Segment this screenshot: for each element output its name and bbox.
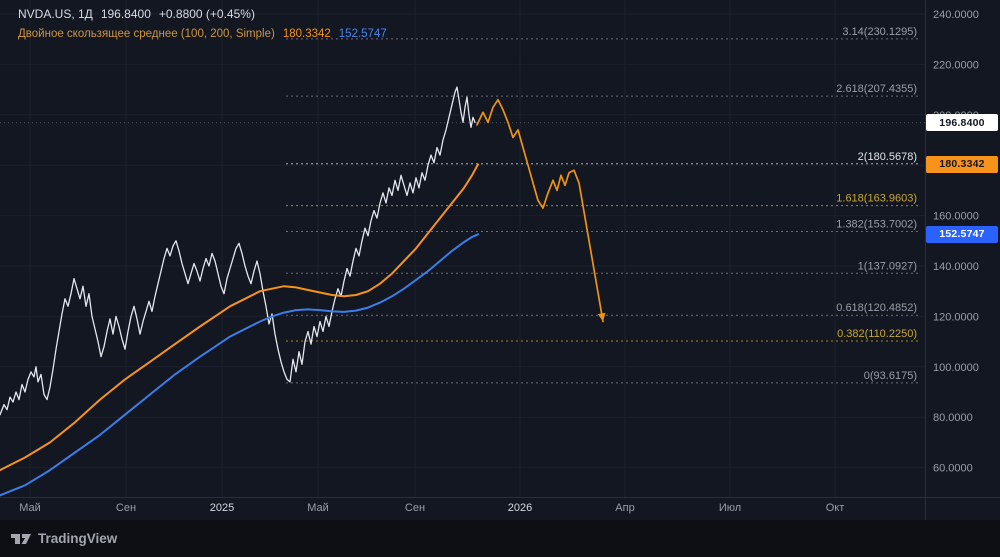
y-axis-tick-label: 220.0000 bbox=[933, 59, 979, 71]
fib-level-label: 1(137.0927) bbox=[858, 260, 917, 272]
last-price-value: 196.8400 bbox=[100, 7, 151, 21]
symbol-legend-row: NVDA.US, 1Д 196.8400 +0.8800 (+0.45%) bbox=[18, 7, 387, 28]
fib-level-label: 2.618(207.4355) bbox=[836, 83, 917, 95]
fib-level-label: 0(93.6175) bbox=[864, 370, 917, 382]
brand-name: TradingView bbox=[38, 531, 118, 546]
tradingview-logo-link[interactable]: TradingView bbox=[10, 531, 117, 547]
indicator-title[interactable]: Двойное скользящее среднее (100, 200, Si… bbox=[18, 28, 275, 40]
chart-canvas[interactable]: 3.14(230.1295) 2.618(207.4355) 2(180.5678)… bbox=[0, 0, 1000, 520]
footer-bar: TradingView bbox=[0, 520, 1000, 557]
ma200-legend-value: 152.5747 bbox=[338, 28, 387, 40]
fib-level-label: 2(180.5678) bbox=[858, 151, 917, 163]
x-axis-label: Июл bbox=[719, 502, 741, 514]
indicator-legend-row: Двойное скользящее среднее (100, 200, Si… bbox=[18, 28, 387, 49]
price-axis[interactable] bbox=[925, 0, 1000, 497]
x-axis-label: 2026 bbox=[508, 502, 532, 514]
fib-level-label: 1.382(153.7002) bbox=[836, 219, 917, 231]
x-axis-label: Май bbox=[19, 502, 41, 514]
y-axis-tick-label: 160.0000 bbox=[933, 211, 979, 223]
y-axis-tick-label: 60.0000 bbox=[933, 463, 973, 475]
x-axis-label: 2025 bbox=[210, 502, 234, 514]
x-axis-label: Сен bbox=[405, 502, 425, 514]
y-axis-tick-label: 100.0000 bbox=[933, 362, 979, 374]
series-ma200[interactable] bbox=[0, 233, 479, 497]
x-axis-label: Сен bbox=[116, 502, 136, 514]
y-axis-tick-label: 120.0000 bbox=[933, 311, 979, 323]
y-axis-tick-label: 80.0000 bbox=[933, 412, 973, 424]
legend: NVDA.US, 1Д 196.8400 +0.8800 (+0.45%) Дв… bbox=[18, 7, 387, 49]
series-forecast[interactable] bbox=[476, 98, 604, 323]
y-axis-tick-label: 240.0000 bbox=[933, 9, 979, 21]
fib-level-label: 0.382(110.2250) bbox=[837, 328, 917, 340]
series-price[interactable] bbox=[0, 86, 476, 416]
ma100-legend-value: 180.3342 bbox=[282, 28, 331, 40]
fib-level-label: 0.618(120.4852) bbox=[836, 302, 917, 314]
forecast-arrowhead[interactable] bbox=[597, 312, 606, 322]
time-axis[interactable] bbox=[0, 497, 925, 520]
symbol-title[interactable]: NVDA.US, 1Д bbox=[18, 7, 93, 21]
y-axis-tick-label: 140.0000 bbox=[933, 261, 979, 273]
tradingview-logo-icon bbox=[11, 533, 31, 544]
x-axis-label: Май bbox=[307, 502, 329, 514]
fib-level-label: 1.618(163.9603) bbox=[836, 193, 917, 205]
series-ma100[interactable] bbox=[0, 163, 479, 472]
plot-area[interactable] bbox=[0, 0, 925, 497]
x-axis-label: Окт bbox=[826, 502, 845, 514]
x-axis-label: Апр bbox=[615, 502, 634, 514]
price-change-value: +0.8800 (+0.45%) bbox=[158, 7, 255, 21]
fib-level-label: 3.14(230.1295) bbox=[842, 26, 917, 38]
